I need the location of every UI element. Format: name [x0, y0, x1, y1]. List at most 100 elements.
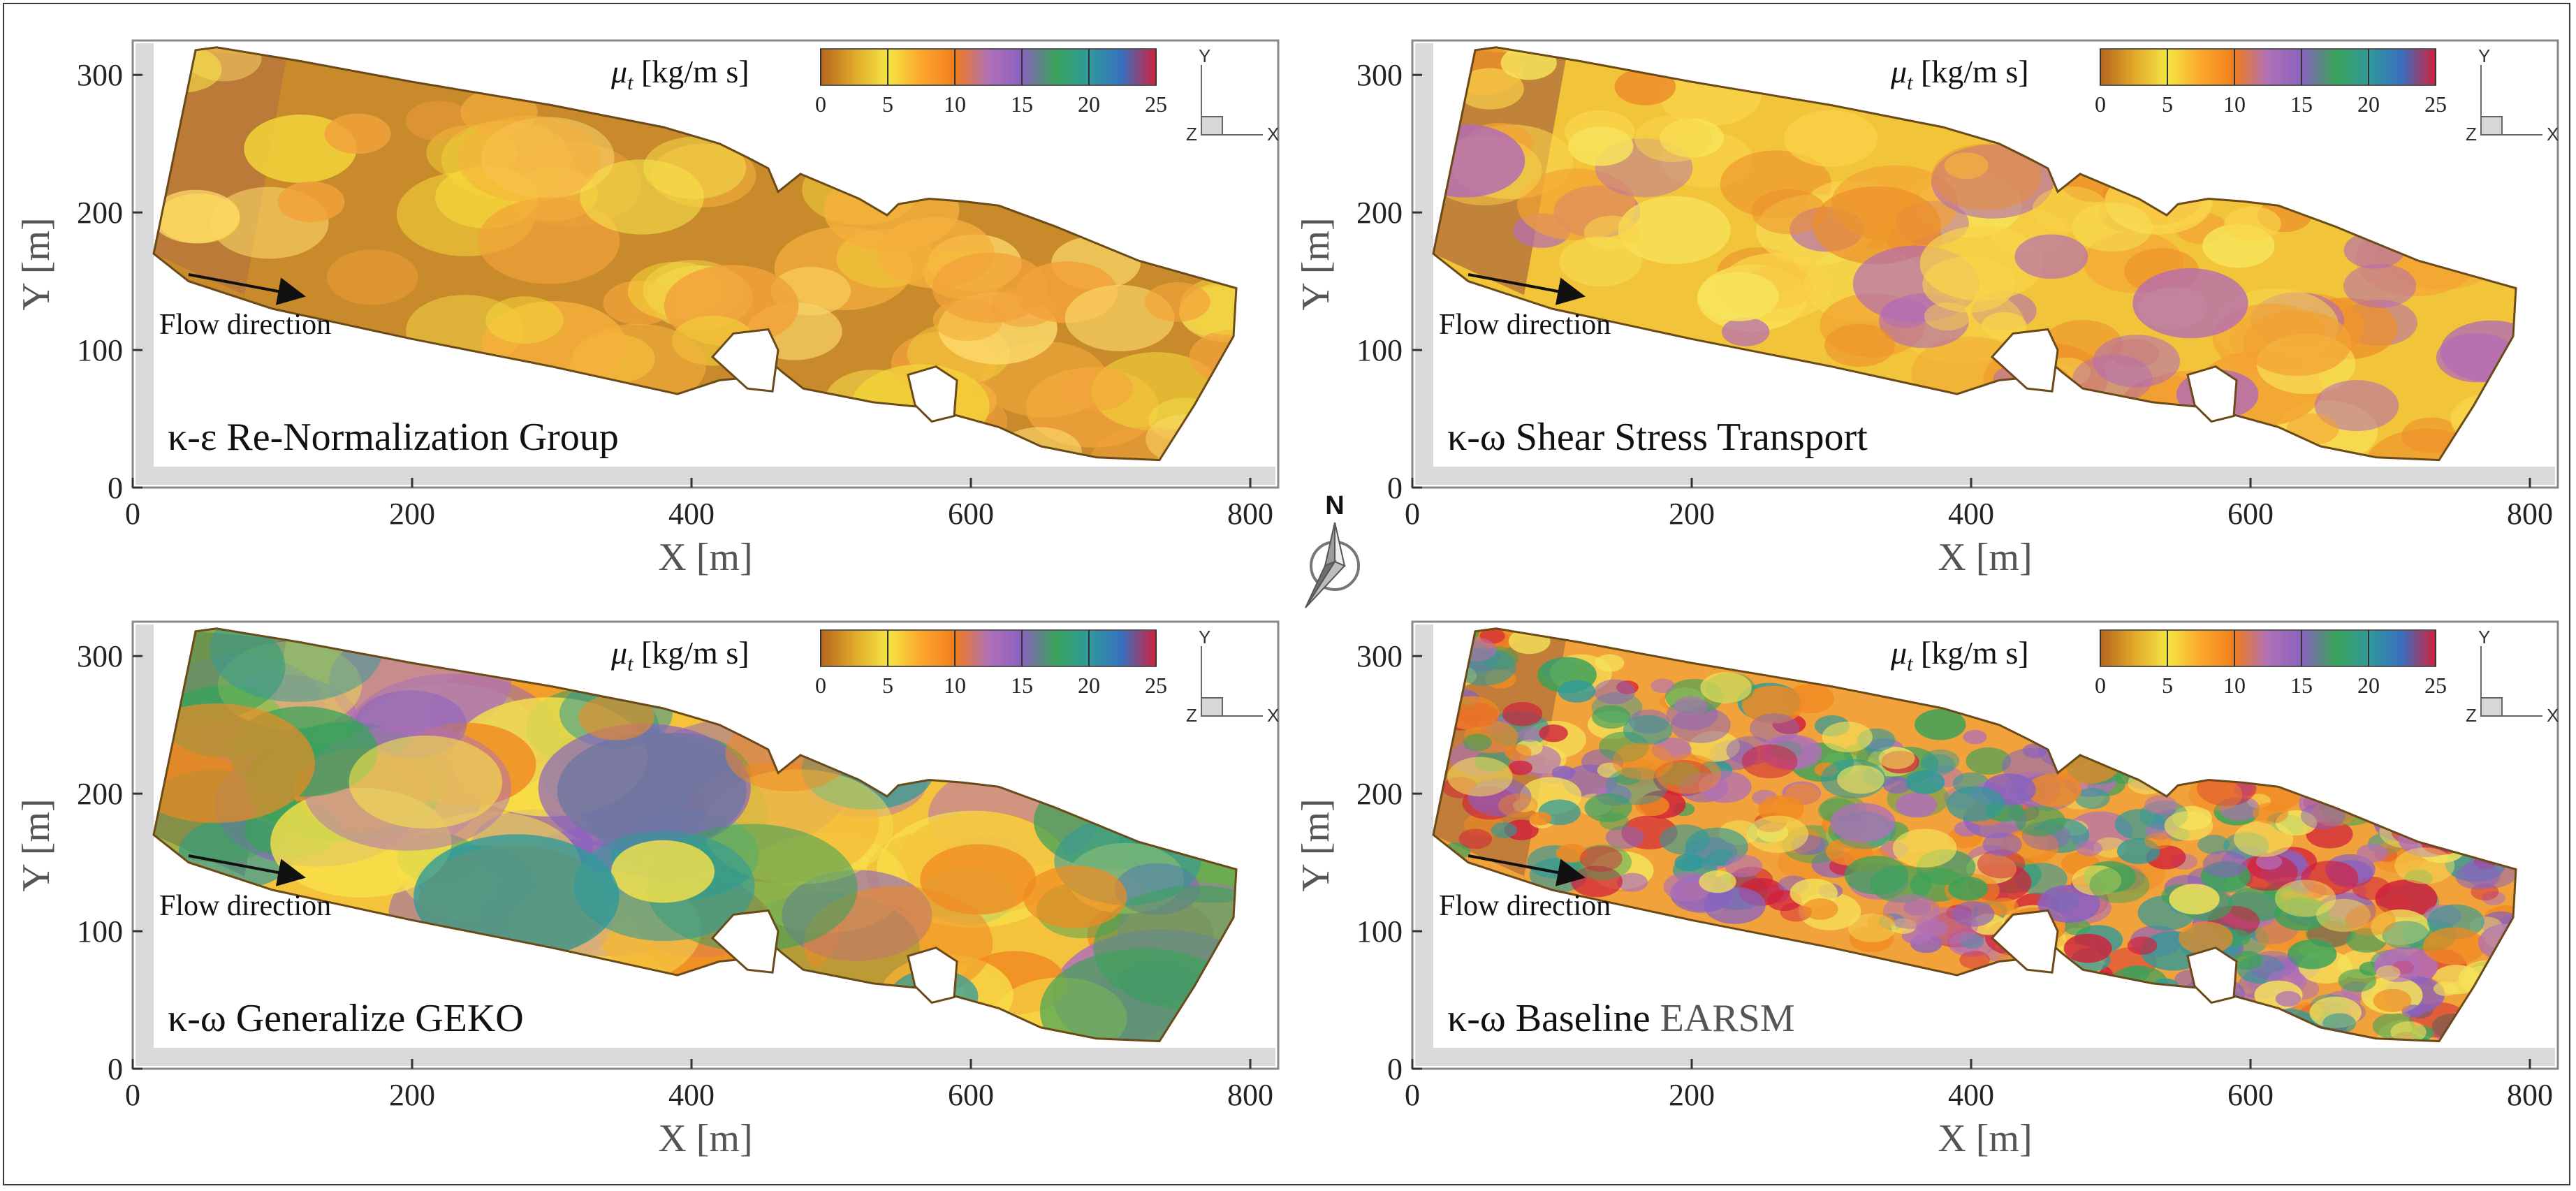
x-tick-label: 800 — [1227, 497, 1273, 531]
island-2 — [907, 947, 958, 1004]
x-tick-label: 600 — [2227, 1078, 2274, 1112]
x-tick-label: 0 — [125, 497, 140, 531]
colorbar-tick-label: 20 — [1078, 673, 1100, 698]
x-axis-label: X [m] — [658, 536, 752, 579]
colorbar — [2100, 629, 2436, 667]
flow-direction-label: Flow direction — [1439, 309, 1611, 341]
colorbar-tick-label: 25 — [1145, 92, 1167, 117]
colorbar-tick-label: 20 — [2357, 673, 2380, 698]
colorbar-tick-label: 15 — [1011, 673, 1033, 698]
x-tick-label: 0 — [125, 1078, 140, 1112]
triad-z-label: Z — [2466, 705, 2477, 726]
x-axis-label: X [m] — [1938, 1117, 2032, 1160]
colorbar — [2100, 48, 2436, 86]
colorbar-tick-label: 25 — [1145, 673, 1167, 698]
triad-y-label: Y — [1199, 45, 1210, 66]
y-tick-label: 300 — [77, 639, 123, 673]
y-tick-label: 100 — [77, 333, 123, 367]
colorbar-label-sub: t — [627, 652, 634, 675]
colorbar-label-sub: t — [627, 71, 634, 94]
plot-bottom-band — [1415, 1048, 2555, 1066]
y-tick-label: 300 — [1356, 58, 1403, 92]
triad-z-label: Z — [1186, 124, 1197, 145]
colorbar-tick-label: 10 — [2223, 673, 2246, 698]
colorbar — [820, 48, 1157, 86]
colorbar-tick-label: 25 — [2424, 92, 2447, 117]
plot-bottom-band — [1415, 467, 2555, 485]
triad-x-label: X — [1267, 124, 1279, 145]
colorbar-tick-label: 25 — [2424, 673, 2447, 698]
figure-frame — [3, 3, 2570, 1185]
colorbar-tick-label: 0 — [2095, 673, 2106, 698]
y-tick-label: 0 — [108, 1052, 123, 1086]
colorbar-label-sub: t — [1907, 71, 1913, 94]
colorbar-tick-label: 15 — [2290, 673, 2313, 698]
y-tick-label: 100 — [1356, 914, 1403, 949]
y-axis-label: Y [m] — [1294, 217, 1338, 310]
colorbar-tick-label: 5 — [2162, 673, 2173, 698]
x-tick-label: 400 — [668, 1078, 715, 1112]
x-tick-label: 600 — [948, 1078, 994, 1112]
colorbar-tick-label: 20 — [2357, 92, 2380, 117]
colorbar-tick-label: 10 — [944, 673, 966, 698]
triad-x-label: X — [2547, 124, 2559, 145]
colorbar-tick-label: 0 — [815, 92, 826, 117]
colorbar-tick-label: 10 — [2223, 92, 2246, 117]
x-tick-label: 400 — [1948, 497, 1994, 531]
x-tick-label: 200 — [1669, 1078, 1715, 1112]
island-2 — [907, 365, 958, 423]
colorbar-tick-label: 0 — [815, 673, 826, 698]
triad-y-label: Y — [2478, 627, 2490, 648]
island-2 — [2186, 365, 2238, 423]
y-tick-label: 100 — [1356, 333, 1403, 367]
colorbar-tick-label: 10 — [944, 92, 966, 117]
plot-left-band — [1415, 43, 1433, 485]
x-axis-label: X [m] — [1938, 536, 2032, 579]
flow-direction-label: Flow direction — [159, 309, 331, 341]
colorbar-tick-label: 5 — [882, 673, 893, 698]
x-axis-label: X [m] — [658, 1117, 752, 1160]
plot-left-band — [136, 43, 154, 485]
x-tick-label: 400 — [1948, 1078, 1994, 1112]
triad-z-label: Z — [1186, 705, 1197, 726]
y-tick-label: 300 — [77, 58, 123, 92]
north-arrow-icon: N — [1305, 491, 1360, 608]
x-tick-label: 600 — [2227, 497, 2274, 531]
colorbar-label-sub: t — [1907, 652, 1913, 675]
x-tick-label: 800 — [1227, 1078, 1273, 1112]
x-tick-label: 200 — [389, 1078, 435, 1112]
triad-x-label: X — [1267, 705, 1279, 726]
colorbar-tick-label: 0 — [2095, 92, 2106, 117]
x-tick-label: 0 — [1405, 1078, 1420, 1112]
flow-arrow-icon — [188, 273, 306, 305]
triad-y-label: Y — [1199, 627, 1210, 648]
colorbar — [820, 629, 1157, 667]
flow-direction-label: Flow direction — [159, 890, 331, 922]
x-tick-label: 200 — [1669, 497, 1715, 531]
flow-arrow-icon — [1468, 273, 1586, 305]
colorbar-label: μt [kg/m s] — [610, 54, 749, 94]
island-1 — [1990, 328, 2059, 393]
colorbar-tick-label: 5 — [882, 92, 893, 117]
island-2 — [2186, 947, 2238, 1004]
plot-left-band — [136, 624, 154, 1066]
x-tick-label: 0 — [1405, 497, 1420, 531]
y-axis-label: Y [m] — [1294, 798, 1338, 891]
y-tick-label: 300 — [1356, 639, 1403, 673]
x-tick-label: 800 — [2507, 1078, 2553, 1112]
colorbar-unit: [kg/m s] — [633, 635, 749, 671]
plot-bottom-band — [136, 467, 1275, 485]
y-tick-label: 200 — [77, 777, 123, 811]
colorbar-unit: [kg/m s] — [1912, 54, 2028, 89]
island-1 — [1990, 909, 2059, 974]
panel-title-tail: EARSM — [1660, 997, 1795, 1040]
island-1 — [710, 328, 780, 393]
colorbar-tick-label: 20 — [1078, 92, 1100, 117]
colorbar-unit: [kg/m s] — [633, 54, 749, 89]
y-tick-label: 0 — [1387, 1052, 1403, 1086]
